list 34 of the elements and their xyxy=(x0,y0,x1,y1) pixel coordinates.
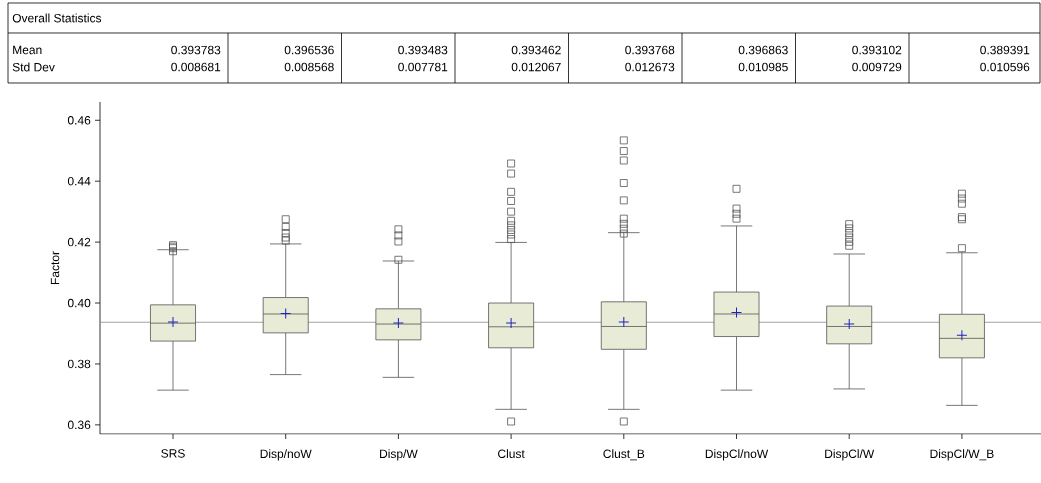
text: 0.010596 xyxy=(980,62,1030,72)
text: 0.389391 xyxy=(980,45,1030,55)
text: 0.396536 xyxy=(284,45,334,55)
x-tick-label: DispCl/W_B xyxy=(930,449,994,461)
y-tick-label: 0.46 xyxy=(67,116,91,125)
x-tick-label: Disp/noW xyxy=(260,449,312,461)
text: 0.393483 xyxy=(398,45,448,55)
text: 0.010985 xyxy=(738,62,788,72)
text: 0.396863 xyxy=(738,45,788,55)
text: 0.393783 xyxy=(171,45,221,55)
text: 0.008681 xyxy=(171,62,221,72)
x-tick-label: DispCl/noW xyxy=(705,449,769,461)
x-tick-label: SRS xyxy=(161,449,185,458)
y-axis-title: Factor xyxy=(50,251,60,285)
text: 0.393462 xyxy=(511,45,561,55)
text: 0.012673 xyxy=(625,62,675,72)
text: 0.393768 xyxy=(625,45,675,55)
x-tick-label: Clust_B xyxy=(603,449,645,461)
text: Std Dev xyxy=(12,62,55,72)
text: 0.009729 xyxy=(852,62,902,72)
x-tick-label: DispCl/W xyxy=(825,449,875,461)
text: Overall Statistics xyxy=(12,13,102,23)
y-tick-label: 0.36 xyxy=(67,420,91,430)
text: 0.393102 xyxy=(852,45,902,55)
text: Mean xyxy=(13,45,42,55)
y-tick-label: 0.44 xyxy=(67,176,91,186)
x-tick-label: Disp/W xyxy=(380,449,418,461)
text: 0.012067 xyxy=(511,62,561,72)
text: 0.008568 xyxy=(284,62,334,72)
y-tick-label: 0.40 xyxy=(67,298,91,308)
text: 0.007781 xyxy=(398,62,448,72)
y-tick-label: 0.42 xyxy=(67,237,91,247)
x-tick-label: Clust xyxy=(498,449,525,459)
y-tick-label: 0.38 xyxy=(67,359,91,369)
